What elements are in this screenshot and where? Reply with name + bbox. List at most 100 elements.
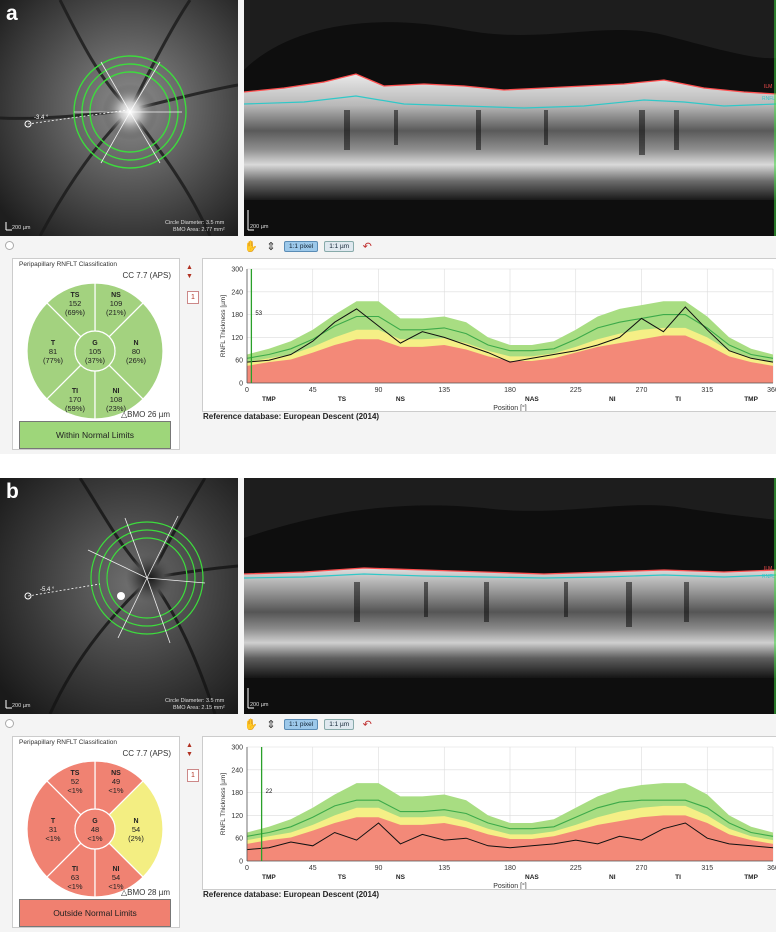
sector-value: 109 bbox=[110, 299, 123, 308]
sort-arrows[interactable]: ▲ ▼ bbox=[186, 264, 193, 280]
reference-database: Reference database: European Descent (20… bbox=[203, 890, 380, 899]
marker-badge[interactable]: 1 bbox=[187, 769, 199, 782]
sector-axis-label: NS bbox=[396, 874, 406, 881]
sector-name: TS bbox=[71, 292, 80, 299]
x-tick-label: 315 bbox=[701, 865, 713, 872]
sector-value: 54 bbox=[112, 873, 120, 882]
outside-band bbox=[247, 335, 773, 383]
fit-height-icon[interactable]: ⇕ bbox=[266, 718, 276, 731]
classification-cc: CC 7.7 (APS) bbox=[122, 749, 171, 758]
flip-icon[interactable]: ↶ bbox=[362, 240, 372, 253]
one-to-one-um-button[interactable]: 1:1 µm bbox=[324, 240, 355, 252]
sector-axis-label: TMP bbox=[262, 874, 276, 881]
hand-icon[interactable]: ✋ bbox=[244, 240, 258, 253]
rnfl-chart-svg: 0 60 120 180 240 300 0 45 90 135 180 225 270 315 360 53… bbox=[220, 267, 776, 413]
fundus-scale: 200 µm bbox=[12, 225, 31, 231]
sector-axis-label: NAS bbox=[525, 396, 539, 403]
y-tick-label: 0 bbox=[239, 859, 243, 866]
sector-percentile: (69%) bbox=[65, 308, 86, 317]
x-tick-label: 135 bbox=[438, 387, 450, 394]
x-tick-label: 180 bbox=[504, 865, 516, 872]
fundus-radio[interactable] bbox=[5, 241, 14, 250]
y-axis-label: RNFL Thickness [µm] bbox=[220, 295, 227, 357]
sector-percentile: (21%) bbox=[106, 308, 127, 317]
panel-letter: a bbox=[6, 2, 18, 25]
sector-axis-label: TI bbox=[675, 396, 681, 403]
classification-result[interactable]: Within Normal Limits bbox=[19, 421, 171, 449]
oct-svg: ILM RNFL 200 µm bbox=[244, 478, 776, 714]
rnfl-chart-svg: 0 60 120 180 240 300 0 45 90 135 180 225 270 315 360 22… bbox=[220, 745, 776, 891]
one-to-one-um-button[interactable]: 1:1 µm bbox=[324, 718, 355, 730]
classification-result[interactable]: Outside Normal Limits bbox=[19, 899, 171, 927]
sector-percentile: (77%) bbox=[43, 356, 64, 365]
sector-axis-label: TMP bbox=[744, 874, 758, 881]
sector-axis-label: TS bbox=[338, 396, 347, 403]
sector-percentile: <1% bbox=[87, 834, 103, 843]
oct-scan[interactable]: ILM RNFL 200 µm bbox=[244, 478, 776, 714]
x-tick-label: 0 bbox=[245, 387, 249, 394]
sector-name: NS bbox=[111, 292, 121, 299]
sector-value: 54 bbox=[132, 825, 140, 834]
fundus-angle: -3.4 ° bbox=[34, 115, 49, 121]
patient-rnfl-line bbox=[246, 306, 774, 363]
oct-scan[interactable]: ILM RNFL 200 µm bbox=[244, 0, 776, 236]
panel-b: b bbox=[0, 478, 776, 932]
classification-box: Peripapillary RNFLT Classification CC 7.… bbox=[12, 736, 180, 928]
y-tick-label: 60 bbox=[235, 836, 243, 843]
x-tick-label: 90 bbox=[375, 865, 383, 872]
x-tick-label: 360 bbox=[767, 387, 776, 394]
sector-percentile: (26%) bbox=[126, 356, 147, 365]
ilm-label: ILM bbox=[764, 84, 772, 90]
fundus-image[interactable]: -5.4 ° Circle Diameter: 3.5 mm BMO Area:… bbox=[0, 478, 238, 714]
sector-name: NS bbox=[111, 770, 121, 777]
sector-axis-label: TMP bbox=[744, 396, 758, 403]
fit-height-icon[interactable]: ⇕ bbox=[266, 240, 276, 253]
x-tick-label: 135 bbox=[438, 865, 450, 872]
sector-name: T bbox=[51, 818, 56, 825]
classification-cc: CC 7.7 (APS) bbox=[122, 271, 171, 280]
sector-value: 80 bbox=[132, 347, 140, 356]
classification-title: Peripapillary RNFLT Classification bbox=[19, 261, 118, 268]
marker-value: 22 bbox=[266, 789, 273, 795]
bmo-area: BMO Area: 2.77 mm² bbox=[173, 227, 225, 233]
sector-name: N bbox=[133, 340, 138, 347]
oct-scale: 200 µm bbox=[250, 224, 269, 230]
y-tick-label: 240 bbox=[231, 289, 243, 296]
fundus-svg: -3.4 ° Circle Diameter: 3.5 mm BMO Area:… bbox=[0, 0, 238, 236]
sector-axis-label: TMP bbox=[262, 396, 276, 403]
classification-title: Peripapillary RNFLT Classification bbox=[19, 739, 118, 746]
sector-axis-label: NAS bbox=[525, 874, 539, 881]
one-to-one-pixel-button[interactable]: 1:1 pixel bbox=[284, 240, 319, 252]
y-tick-label: 180 bbox=[231, 790, 243, 797]
flip-icon[interactable]: ↶ bbox=[362, 718, 372, 731]
y-tick-label: 300 bbox=[231, 267, 243, 274]
sector-percentile: (2%) bbox=[128, 834, 144, 843]
sector-percentile: <1% bbox=[108, 786, 124, 795]
bmo-value: △BMO 28 µm bbox=[121, 888, 170, 897]
rnfl-label: RNFL bbox=[762, 96, 775, 102]
sector-percentile: <1% bbox=[108, 882, 124, 891]
sector-value: 81 bbox=[49, 347, 57, 356]
sector-name: NI bbox=[113, 388, 120, 395]
oct-scale: 200 µm bbox=[250, 702, 269, 708]
sector-value: 152 bbox=[69, 299, 82, 308]
x-tick-label: 225 bbox=[570, 865, 582, 872]
fundus-radio[interactable] bbox=[5, 719, 14, 728]
fundus-image[interactable]: -3.4 ° Circle Diameter: 3.5 mm BMO Area:… bbox=[0, 0, 238, 236]
sort-arrows[interactable]: ▲ ▼ bbox=[186, 742, 193, 758]
classification-box: Peripapillary RNFLT Classification CC 7.… bbox=[12, 258, 180, 450]
sector-percentile: (37%) bbox=[85, 356, 106, 365]
marker-badge[interactable]: 1 bbox=[187, 291, 199, 304]
patient-rnfl-line bbox=[246, 822, 774, 851]
x-tick-label: 225 bbox=[570, 387, 582, 394]
sector-percentile: (23%) bbox=[106, 404, 127, 413]
x-tick-label: 0 bbox=[245, 865, 249, 872]
hand-icon[interactable]: ✋ bbox=[244, 718, 258, 731]
y-axis-label: RNFL Thickness [µm] bbox=[220, 773, 227, 835]
sector-name: TI bbox=[72, 388, 78, 395]
reference-database: Reference database: European Descent (20… bbox=[203, 412, 380, 421]
toolbar: ✋ ⇕ 1:1 pixel 1:1 µm ↶ bbox=[244, 716, 374, 732]
one-to-one-pixel-button[interactable]: 1:1 pixel bbox=[284, 718, 319, 730]
sector-axis-label: TI bbox=[675, 874, 681, 881]
x-tick-label: 270 bbox=[636, 387, 648, 394]
